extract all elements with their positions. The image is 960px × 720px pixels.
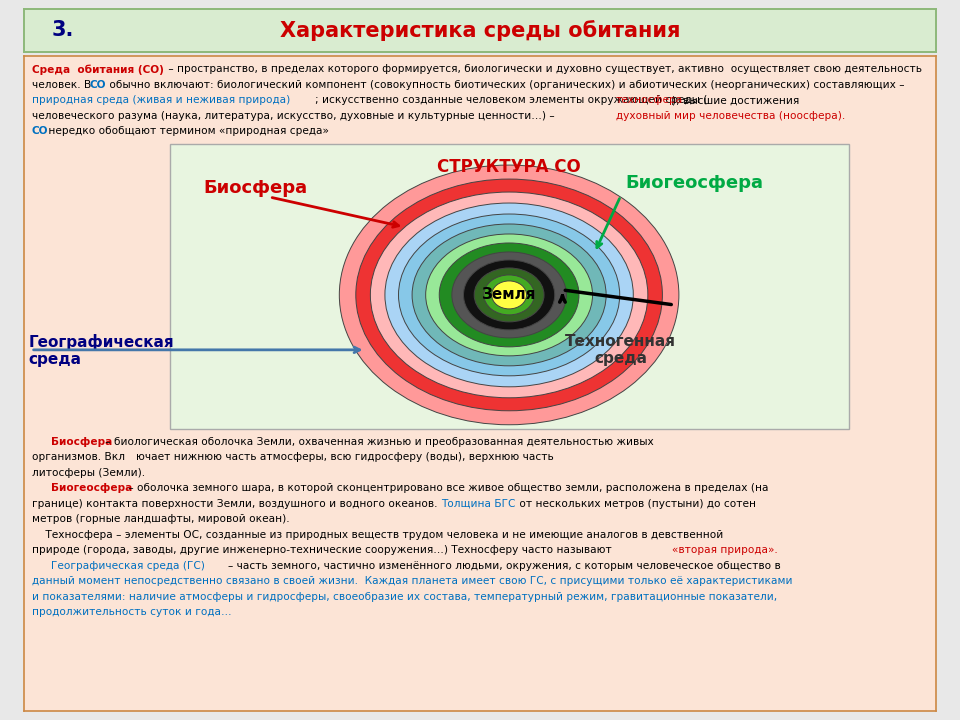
Text: от нескольких метров (пустыни) до сотен: от нескольких метров (пустыни) до сотен (516, 499, 756, 508)
Text: СО: СО (90, 80, 107, 89)
Ellipse shape (371, 192, 648, 397)
Ellipse shape (492, 281, 527, 309)
Ellipse shape (474, 268, 544, 322)
Text: Техногенная
среда: Техногенная среда (565, 334, 676, 366)
Text: Географическая
среда: Географическая среда (29, 334, 175, 367)
Ellipse shape (412, 224, 606, 366)
Text: Характеристика среды обитания: Характеристика среды обитания (279, 19, 681, 41)
Text: – часть земного, частично изменённого людьми, окружения, с которым человеческое : – часть земного, частично изменённого лю… (228, 561, 780, 570)
Text: СТРУКТУРА СО: СТРУКТУРА СО (437, 158, 581, 176)
Text: – пространство, в пределах которого формируется, биологически и духовно существу: – пространство, в пределах которого форм… (165, 64, 922, 74)
Text: ); высшие достижения: ); высшие достижения (672, 95, 800, 105)
Text: данный момент непосредственно связано в своей жизни.  Каждая планета имеет свою : данный момент непосредственно связано в … (32, 576, 792, 586)
Text: нередко обобщают термином «природная среда»: нередко обобщают термином «природная сре… (45, 126, 329, 136)
Text: Биосфера: Биосфера (204, 179, 307, 197)
Text: техносфера: техносфера (615, 95, 684, 105)
Text: Среда  обитания (СО): Среда обитания (СО) (32, 64, 163, 75)
Text: ючает нижнюю часть атмосферы, всю гидросферу (воды), верхнюю часть: ючает нижнюю часть атмосферы, всю гидрос… (135, 452, 553, 462)
Text: – оболочка земного шара, в которой сконцентрировано все живое общество земли, ра: – оболочка земного шара, в которой сконц… (125, 483, 768, 493)
Ellipse shape (339, 165, 679, 425)
Ellipse shape (356, 179, 662, 411)
Text: Биогеосфера: Биогеосфера (626, 174, 763, 192)
Ellipse shape (484, 275, 535, 315)
Text: духовный мир человечества (ноосфера).: духовный мир человечества (ноосфера). (615, 111, 845, 120)
Ellipse shape (452, 252, 566, 338)
Text: «вторая природа».: «вторая природа». (672, 545, 778, 555)
Text: ; искусственно созданные человеком элементы окружающей среды (: ; искусственно созданные человеком элеме… (315, 95, 708, 105)
Text: человек. В: человек. В (32, 80, 94, 89)
Text: обычно включают: биологический компонент (совокупность биотических (органических: обычно включают: биологический компонент… (107, 80, 905, 89)
Ellipse shape (385, 203, 634, 387)
Text: литосферы (Земли).: литосферы (Земли). (32, 468, 145, 477)
Text: 3.: 3. (52, 20, 74, 40)
Text: Географическая среда (ГС): Географическая среда (ГС) (51, 561, 205, 570)
Ellipse shape (464, 260, 555, 330)
Text: человеческого разума (наука, литература, искусство, духовные и культурные ценнос: человеческого разума (наука, литература,… (32, 111, 558, 120)
Ellipse shape (440, 243, 579, 347)
Text: природе (города, заводы, другие инженерно-технические сооружения…) Техносферу ча: природе (города, заводы, другие инженерн… (32, 545, 615, 555)
Text: Толщина БГС: Толщина БГС (442, 499, 516, 508)
Text: Биосфера: Биосфера (51, 437, 112, 446)
Text: организмов. Вкл: организмов. Вкл (32, 452, 125, 462)
Text: Техносфера – элементы ОС, созданные из природных веществ трудом человека и не им: Техносфера – элементы ОС, созданные из п… (32, 530, 723, 539)
Text: метров (горные ландшафты, мировой океан).: метров (горные ландшафты, мировой океан)… (32, 514, 289, 524)
Bar (170, 144, 849, 428)
Text: – биологическая оболочка Земли, охваченная жизнью и преобразованная деятельность: – биологическая оболочка Земли, охваченн… (102, 437, 654, 446)
Text: границе) контакта поверхности Земли, воздушного и водного океанов.: границе) контакта поверхности Земли, воз… (32, 499, 441, 508)
Text: и показателями: наличие атмосферы и гидросферы, своеобразие их состава, температ: и показателями: наличие атмосферы и гидр… (32, 592, 777, 601)
Text: Биогеосфера: Биогеосфера (51, 483, 132, 493)
Text: Земля: Земля (482, 287, 537, 302)
Text: СО: СО (32, 126, 48, 136)
Text: продолжительность суток и года…: продолжительность суток и года… (32, 607, 231, 617)
Text: природная среда (живая и неживая природа): природная среда (живая и неживая природа… (32, 95, 290, 105)
Ellipse shape (398, 214, 620, 376)
Ellipse shape (425, 234, 592, 356)
